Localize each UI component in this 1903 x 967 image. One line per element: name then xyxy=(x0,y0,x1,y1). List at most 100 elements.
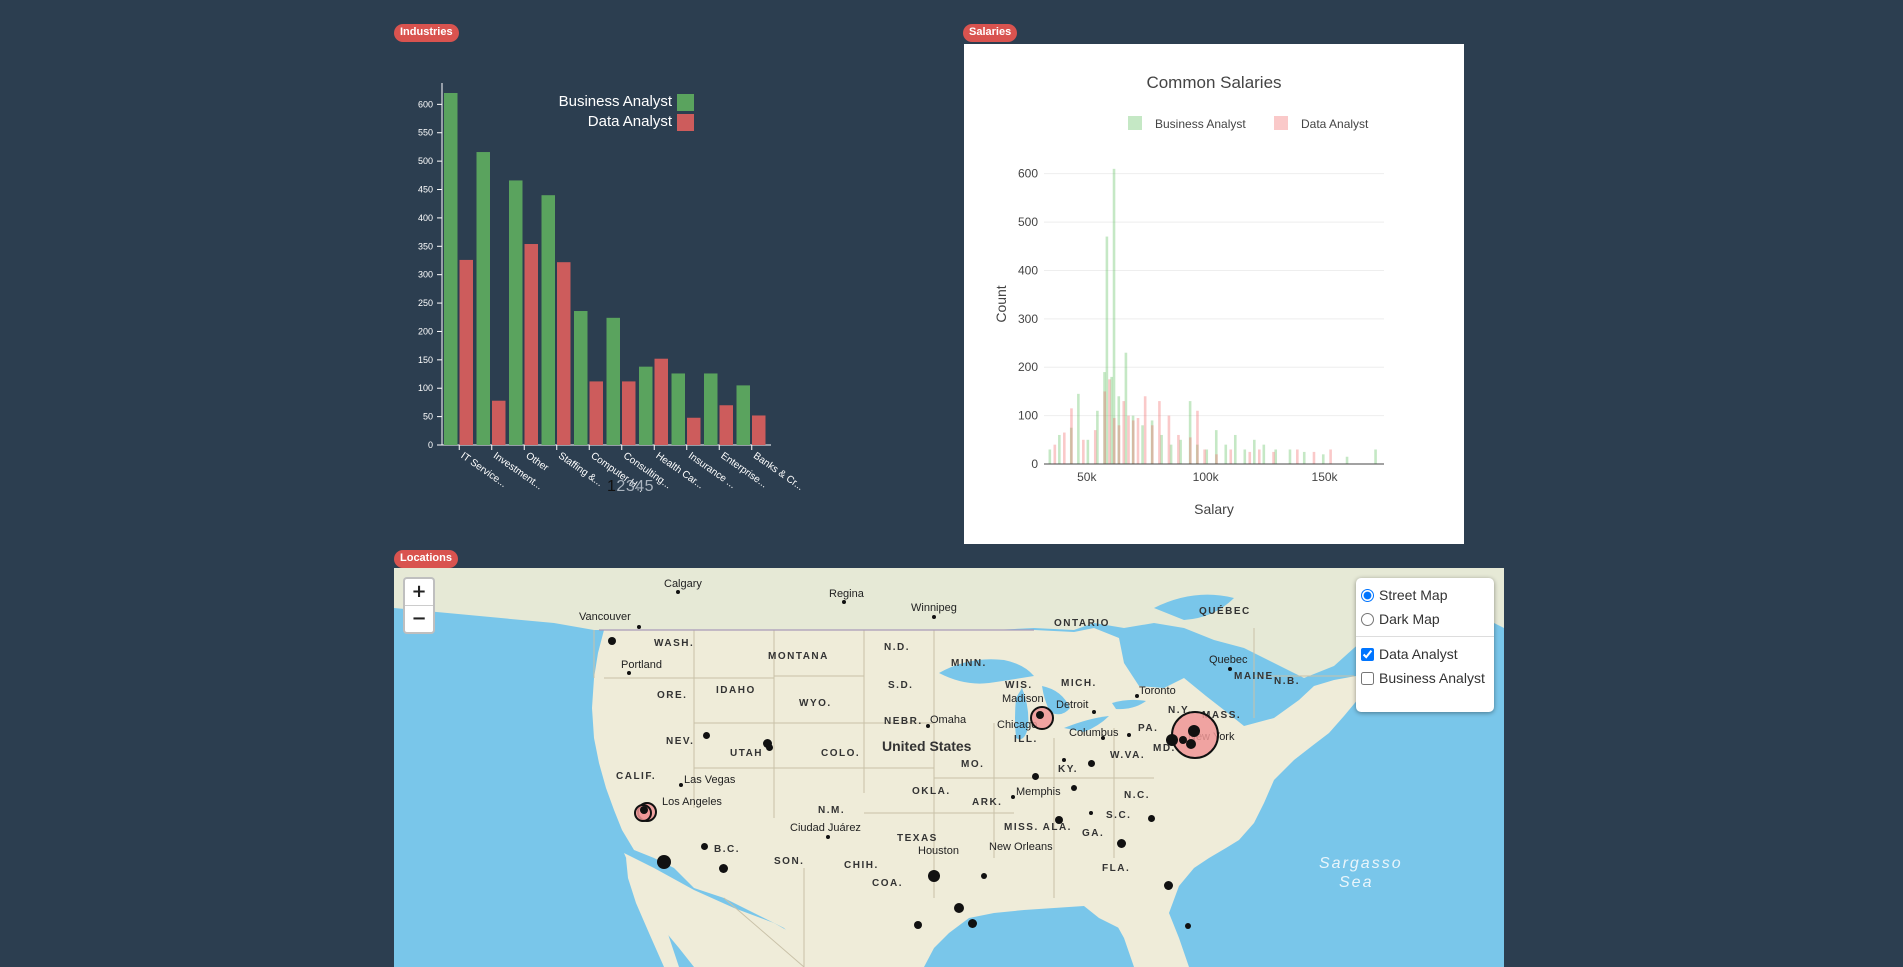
pager-page-1[interactable]: 1 xyxy=(607,478,617,495)
data-analyst-checkbox[interactable] xyxy=(1361,647,1374,661)
locations-map[interactable]: Calgary Regina Winnipeg ONTARIO QUÉBEC V… xyxy=(394,568,1504,967)
salary-bar-business xyxy=(1214,430,1218,464)
location-marker[interactable] xyxy=(762,738,772,748)
salary-bar-data xyxy=(1112,418,1116,464)
salary-bar-data xyxy=(1131,420,1135,464)
y-tick-label: 150 xyxy=(418,355,433,365)
salary-bar-data xyxy=(1143,396,1147,464)
location-marker[interactable] xyxy=(954,903,964,913)
salary-bar-data xyxy=(1229,449,1233,464)
city-dot xyxy=(926,724,930,728)
zoom-in-button[interactable]: + xyxy=(405,579,433,606)
location-marker[interactable] xyxy=(765,743,773,751)
y-tick-label: 500 xyxy=(1018,215,1038,229)
map-label-detroit: Detroit xyxy=(1056,699,1089,711)
industry-bar-data xyxy=(459,259,473,445)
map-label-ark: ARK. xyxy=(972,797,1003,808)
salary-bar-business xyxy=(1188,401,1192,464)
city-dot xyxy=(1127,733,1131,737)
location-marker[interactable] xyxy=(967,918,977,928)
salary-bar-business xyxy=(1345,456,1349,464)
map-label-memphis: Memphis xyxy=(1016,786,1061,798)
industry-bar-business xyxy=(574,311,588,445)
location-marker[interactable] xyxy=(1163,880,1173,890)
salary-bar-business xyxy=(1233,434,1237,464)
location-marker[interactable] xyxy=(981,873,987,879)
map-label-nc: N.C. xyxy=(1124,790,1150,801)
pager-page-2[interactable]: 2 xyxy=(616,478,626,495)
location-marker[interactable] xyxy=(1031,772,1039,780)
map-label-ky: KY. xyxy=(1058,764,1079,775)
y-tick-label: 100 xyxy=(1018,409,1038,423)
location-marker[interactable] xyxy=(1071,785,1077,791)
map-label-montana: MONTANA xyxy=(768,651,829,662)
salary-bar-business xyxy=(1179,439,1182,464)
map-label-nev: NEV. xyxy=(666,736,695,747)
salary-bar-business xyxy=(1141,425,1144,464)
location-marker[interactable] xyxy=(1116,838,1126,848)
location-marker[interactable] xyxy=(1166,734,1178,746)
map-label-mass: MASS. xyxy=(1202,710,1242,721)
business-analyst-checkbox[interactable] xyxy=(1361,671,1374,685)
industry-bar-business xyxy=(444,93,458,445)
map-label-nebr: NEBR. xyxy=(884,716,923,727)
map-label-houston: Houston xyxy=(918,845,959,857)
location-marker[interactable] xyxy=(700,842,708,850)
hudson-bay-edge xyxy=(1154,594,1234,620)
map-label-fla: FLA. xyxy=(1102,863,1131,874)
pager-page-4[interactable]: 4 xyxy=(635,478,645,495)
salary-bar-data xyxy=(1167,415,1171,464)
industry-bar-data xyxy=(492,400,506,445)
map-label-omaha: Omaha xyxy=(930,714,967,726)
salary-bar-business xyxy=(1224,444,1228,464)
map-label-calif: CALIF. xyxy=(616,771,657,782)
map-label-sea: Sea xyxy=(1339,874,1374,891)
lake-erie xyxy=(1064,716,1109,732)
location-marker[interactable] xyxy=(718,863,728,873)
location-marker[interactable] xyxy=(702,731,710,739)
map-label-ontario: ONTARIO xyxy=(1054,618,1110,629)
lake-ontario xyxy=(1112,699,1146,710)
location-marker[interactable] xyxy=(1186,739,1196,749)
location-marker[interactable] xyxy=(657,855,671,869)
map-label-son: SON. xyxy=(774,856,805,867)
street-map-option[interactable]: Street Map xyxy=(1356,583,1494,607)
business-analyst-option[interactable]: Business Analyst xyxy=(1356,666,1494,690)
location-marker[interactable] xyxy=(928,870,940,882)
industry-bar-data xyxy=(687,417,701,445)
salary-bar-business xyxy=(1195,444,1199,464)
y-tick-label: 450 xyxy=(418,185,433,195)
location-marker[interactable] xyxy=(1185,923,1191,929)
location-marker[interactable] xyxy=(1147,814,1155,822)
city-dot xyxy=(842,600,846,604)
dark-map-option[interactable]: Dark Map xyxy=(1356,607,1494,631)
map-label-minn: MINN. xyxy=(951,658,987,669)
lake-michigan xyxy=(1015,688,1029,740)
zoom-out-button[interactable]: − xyxy=(411,608,427,629)
map-label-nb: N.B. xyxy=(1274,676,1300,687)
street-map-radio[interactable] xyxy=(1361,588,1374,602)
pager-page-5[interactable]: 5 xyxy=(644,478,655,495)
legend-swatch-data xyxy=(677,114,694,131)
y-tick-label: 400 xyxy=(1018,263,1038,277)
salary-bar-business xyxy=(1169,444,1173,464)
legend-swatch-business xyxy=(1128,116,1142,130)
location-marker[interactable] xyxy=(1087,759,1095,767)
y-tick-label: 550 xyxy=(418,128,433,138)
location-marker-core xyxy=(640,806,648,814)
industry-bar-data xyxy=(654,358,668,445)
location-marker[interactable] xyxy=(914,921,922,929)
salary-bar-data xyxy=(1093,430,1097,464)
salary-bar-data xyxy=(1122,401,1126,464)
dark-map-radio[interactable] xyxy=(1361,612,1374,626)
location-marker[interactable] xyxy=(608,637,616,645)
y-tick-label: 300 xyxy=(418,270,433,280)
y-tick-label: 50 xyxy=(423,412,433,422)
salary-bar-data xyxy=(1108,379,1111,464)
salary-bar-data xyxy=(1215,454,1218,464)
data-analyst-option[interactable]: Data Analyst xyxy=(1356,642,1494,666)
location-marker[interactable] xyxy=(1055,816,1063,824)
state-borders xyxy=(593,628,1354,967)
map-label-nm: N.M. xyxy=(818,805,846,816)
pager-page-3[interactable]: 3 xyxy=(625,478,636,495)
